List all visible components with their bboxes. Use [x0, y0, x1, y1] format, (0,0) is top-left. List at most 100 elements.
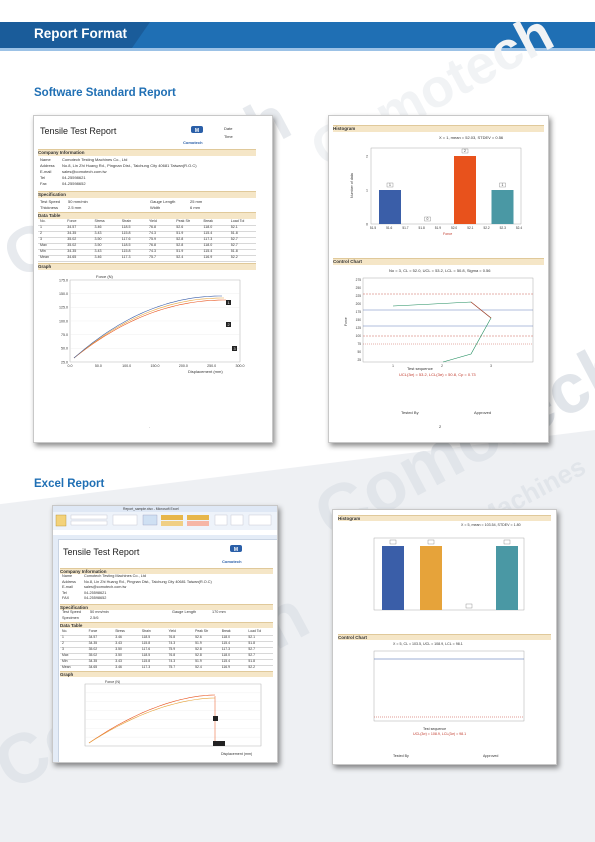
info-cell: Name: [62, 574, 73, 578]
ex-ctrl-plot: [373, 650, 525, 722]
table-cell: Min: [40, 249, 46, 253]
table-cell: 34.35: [67, 231, 77, 235]
excel-ribbon[interactable]: [53, 512, 277, 531]
ex-plot-area: [84, 683, 262, 747]
x-tick-label: 100.0: [122, 364, 131, 368]
x-tick-label: 300.0: [236, 364, 245, 368]
hist-x-tick: 51.9: [435, 226, 441, 230]
svg-text:M: M: [195, 128, 199, 134]
excel-window-title: Report_sample.xlsx - Microsoft Excel: [123, 507, 179, 511]
table-cell: 118.5: [121, 243, 131, 247]
excel-hist-title: X = 5, mean = 103.54, STDEV = 1.80: [461, 523, 521, 527]
table-cell: Max: [62, 653, 69, 657]
approved-label: Approved: [474, 410, 492, 415]
table-cell: Mean: [62, 665, 71, 669]
table-cell: 1: [62, 635, 64, 639]
table-cell: 35.02: [67, 243, 77, 247]
ctrl-series-2: [470, 301, 492, 319]
info-cell: 2.5 mm: [68, 205, 82, 210]
table-cell: 52.7: [248, 653, 255, 657]
software-report-page-2: Histogram X = 1, mean = 52.03, STDEV = 0…: [328, 115, 549, 443]
hist-bar-label-box: [499, 182, 506, 188]
report-title: Tensile Test Report: [40, 126, 117, 136]
page-title: Report Format: [34, 26, 128, 41]
info-cell: 25 mm: [190, 199, 203, 204]
table-cell: 3.43: [94, 231, 102, 235]
curve-marker-label: 1: [227, 301, 229, 305]
table-header-cell: Force: [88, 629, 98, 633]
table-cell: 3.50: [115, 653, 122, 657]
page-number-2: 2: [439, 424, 442, 429]
table-cell: 34.57: [88, 635, 98, 639]
table-cell: 118.0: [221, 653, 230, 657]
table-rule: [60, 664, 273, 666]
ctrl-y-tick: 75: [357, 342, 361, 346]
table-cell: 116.9: [203, 255, 213, 259]
ctrl-ylabel: Force: [344, 317, 348, 326]
ctrl-y-tick: 225: [356, 294, 362, 298]
table-rule: [60, 634, 273, 636]
table-cell: Min: [62, 659, 68, 663]
ex-graph-xlabel: Displacement (mm): [221, 752, 252, 756]
hist-y-tick: 0: [366, 222, 368, 226]
table-cell: 74.3: [149, 249, 156, 253]
table-header-cell: No.: [40, 219, 46, 223]
table-cell: 2: [40, 231, 42, 235]
info-cell: 6 mm: [190, 205, 200, 210]
table-cell: 51.8: [230, 249, 238, 253]
table-rule: [38, 248, 256, 250]
ctrl-x-tick: 2: [441, 364, 443, 368]
table-header-cell: Load Tol: [248, 629, 262, 633]
table-cell: 52.4: [176, 255, 184, 259]
table-cell: 115.8: [121, 249, 131, 253]
hist-bar-label-box: [424, 216, 431, 222]
table-cell: 52.1: [248, 635, 255, 639]
excel-report-title: Tensile Test Report: [63, 547, 140, 557]
info-cell: Comotech Testing Machines Co., Ltd: [62, 157, 128, 162]
table-cell: 76.8: [149, 243, 156, 247]
hist-x-tick: 52.3: [500, 226, 506, 230]
table-rule: [38, 230, 256, 232]
table-cell: 115.4: [221, 641, 230, 645]
info-cell: 04-25598621: [84, 590, 107, 595]
ctrl-y-tick: 275: [356, 278, 362, 282]
table-cell: 52.7: [230, 237, 238, 241]
ex-force-curve: [88, 694, 216, 744]
control-chart: 275 250 225 200 175 150 125 100 75 50 25 Force 1 2 3: [333, 274, 544, 394]
info-cell: No.8, Lin Zhi Huang Rd., Pingnan Dist., …: [62, 163, 197, 168]
table-cell: 3: [40, 237, 42, 241]
ex-marker: [213, 716, 218, 721]
info-cell: sales@comotech.com.tw: [84, 585, 127, 589]
histogram-chart: Number of data 2 1 0 1 0 2 1 51.5 51.6 51.7 51.8 51.…: [333, 140, 544, 250]
table-cell: 3: [62, 647, 64, 651]
curve-marker: [226, 322, 231, 327]
table-header-cell: Strain: [121, 219, 132, 223]
table-cell: 52.2: [230, 255, 238, 259]
ex-hist-label-box: [389, 539, 397, 545]
table-cell: 52.6: [195, 635, 202, 639]
table-cell: 35.02: [88, 647, 98, 651]
force-curve: [73, 299, 226, 359]
y-tick-label: 175.0: [59, 278, 68, 282]
excel-spec-bar: Specification: [60, 604, 273, 610]
x-tick-label: 250.0: [207, 364, 216, 368]
excel-histogram-bar: Histogram: [338, 515, 551, 521]
x-tick-label: 150.0: [151, 364, 160, 368]
info-cell: Tel: [62, 590, 67, 595]
table-header-cell: Force: [67, 219, 77, 223]
table-cell: 75.9: [168, 647, 176, 651]
info-cell: 04-25598621: [62, 175, 86, 180]
force-curve: [73, 295, 222, 359]
curve-marker: [226, 300, 231, 305]
table-cell: 74.3: [168, 659, 176, 663]
table-rule: [38, 242, 256, 244]
tested-by-label: Tested By: [401, 410, 419, 415]
hist-x-tick: 51.7: [402, 226, 408, 230]
table-header-cell: Break: [221, 629, 231, 633]
excel-company-bar: Company Information: [60, 568, 273, 574]
ex-force-curve: [88, 697, 216, 744]
ex-hist-bar: [420, 546, 442, 610]
table-cell: 52.2: [248, 665, 255, 669]
info-cell: E-mail: [62, 585, 73, 589]
info-cell: 50 mm/min: [68, 199, 88, 204]
